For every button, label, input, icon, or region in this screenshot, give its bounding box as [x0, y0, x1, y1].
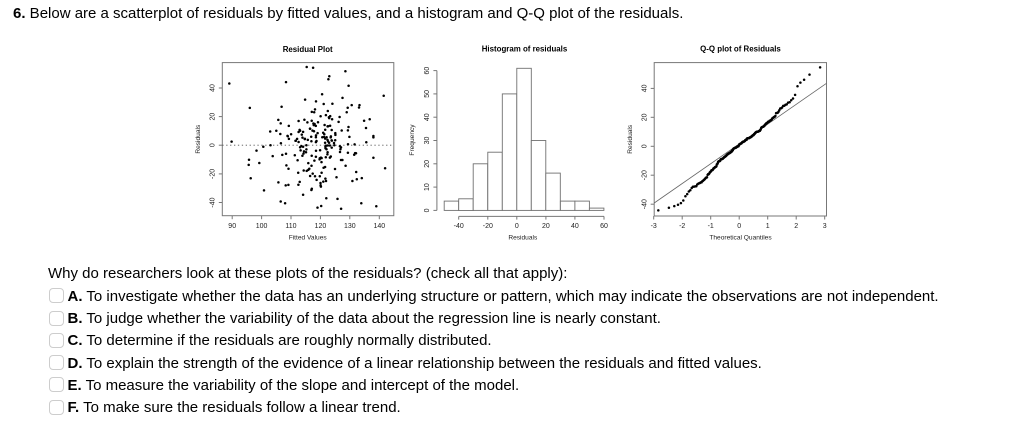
svg-text:0: 0	[641, 144, 648, 148]
svg-text:20: 20	[542, 223, 550, 230]
svg-text:Frequency: Frequency	[409, 124, 416, 156]
svg-text:Residual Plot: Residual Plot	[283, 45, 333, 54]
svg-text:-40: -40	[641, 199, 648, 209]
svg-text:130: 130	[344, 223, 356, 230]
svg-text:0: 0	[209, 143, 216, 147]
svg-text:-40: -40	[209, 197, 216, 207]
svg-text:10: 10	[424, 183, 431, 191]
svg-text:20: 20	[424, 160, 431, 168]
svg-text:40: 40	[641, 84, 648, 92]
svg-text:50: 50	[424, 90, 431, 98]
svg-text:110: 110	[285, 223, 296, 230]
svg-text:20: 20	[209, 113, 216, 121]
svg-text:100: 100	[256, 223, 268, 230]
svg-text:40: 40	[571, 223, 579, 230]
svg-text:0: 0	[424, 208, 431, 212]
svg-text:Residuals: Residuals	[195, 124, 202, 154]
svg-text:Histogram of residuals: Histogram of residuals	[482, 45, 568, 54]
svg-text:60: 60	[424, 67, 431, 75]
svg-text:90: 90	[228, 223, 236, 230]
svg-text:120: 120	[315, 223, 327, 230]
svg-text:1: 1	[766, 223, 770, 230]
svg-text:-20: -20	[641, 170, 648, 180]
svg-text:0: 0	[515, 223, 519, 230]
svg-text:40: 40	[209, 84, 216, 92]
svg-text:140: 140	[373, 223, 385, 230]
svg-text:-40: -40	[454, 223, 464, 230]
svg-text:2: 2	[794, 223, 798, 230]
svg-text:-2: -2	[679, 223, 685, 230]
svg-text:Theoretical Quantiles: Theoretical Quantiles	[709, 235, 772, 242]
svg-text:-1: -1	[708, 223, 714, 230]
svg-text:Residuals: Residuals	[508, 235, 538, 242]
svg-text:Q-Q plot of Residuals: Q-Q plot of Residuals	[700, 45, 781, 54]
svg-text:Residuals: Residuals	[627, 124, 634, 154]
svg-text:30: 30	[424, 137, 431, 145]
svg-text:60: 60	[600, 223, 608, 230]
svg-text:-3: -3	[651, 223, 657, 230]
svg-text:3: 3	[823, 223, 827, 230]
svg-text:-20: -20	[209, 169, 216, 179]
svg-text:0: 0	[737, 223, 741, 230]
svg-text:-20: -20	[483, 223, 493, 230]
svg-text:Fitted Values: Fitted Values	[289, 235, 328, 242]
svg-text:40: 40	[424, 113, 431, 121]
svg-text:20: 20	[641, 113, 648, 121]
